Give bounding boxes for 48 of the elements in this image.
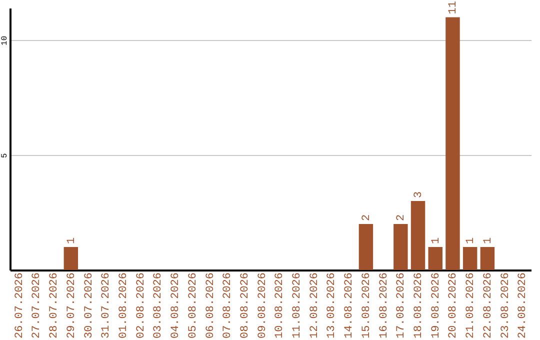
bar [394, 224, 408, 270]
x-tick-label: 17.08.2026 [396, 272, 408, 339]
data-label: 3 [413, 191, 426, 198]
x-tick-label: 03.08.2026 [152, 272, 165, 339]
x-tick-label: 07.08.2026 [222, 272, 234, 339]
x-tick-label: 09.08.2026 [256, 272, 269, 339]
y-tick-label: 10 [0, 36, 10, 46]
x-tick-label: 27.07.2026 [31, 272, 44, 339]
bar [358, 224, 374, 270]
x-tick-label: 31.07.2026 [100, 272, 113, 339]
bar [410, 201, 426, 270]
x-tick-label: 28.07.2026 [48, 272, 61, 339]
data-label: 2 [360, 214, 373, 222]
bar [446, 17, 460, 270]
x-tick-label: 10.08.2026 [274, 272, 286, 339]
x-tick-label: 05.08.2026 [187, 272, 200, 339]
x-tick-label: 14.08.2026 [344, 272, 356, 339]
x-tick-label: 16.08.2026 [378, 272, 390, 339]
data-label: 1 [430, 237, 442, 244]
bar [462, 247, 478, 270]
x-tick-label: 04.08.2026 [170, 272, 182, 339]
data-label: 1 [465, 237, 478, 244]
x-tick-label: 23.08.2026 [500, 272, 512, 339]
data-label: 11 [448, 0, 460, 14]
bar [64, 247, 78, 270]
x-tick-label: 15.08.2026 [360, 272, 373, 339]
x-tick-label: 01.08.2026 [118, 272, 130, 339]
x-tick-label: 29.07.2026 [66, 272, 78, 339]
x-tick-label: 21.08.2026 [465, 272, 478, 339]
x-tick-label: 06.08.2026 [204, 272, 217, 339]
x-tick-label: 19.08.2026 [430, 272, 442, 339]
data-label: 1 [482, 237, 494, 244]
x-tick-label: 02.08.2026 [135, 272, 148, 339]
x-tick-label: 18.08.2026 [413, 272, 426, 339]
x-tick-label: 13.08.2026 [326, 272, 338, 339]
x-tick-label: 22.08.2026 [482, 272, 494, 339]
x-tick-label: 08.08.2026 [239, 272, 252, 339]
x-tick-label: 24.08.2026 [517, 272, 530, 339]
data-label: 2 [396, 214, 408, 222]
bar [480, 247, 495, 270]
x-tick-label: 12.08.2026 [308, 272, 321, 339]
data-label: 1 [66, 237, 78, 244]
bar [428, 247, 442, 270]
x-tick-label: 20.08.2026 [448, 272, 460, 339]
x-tick-label: 26.07.2026 [14, 272, 26, 339]
y-tick-label: 5 [0, 152, 10, 158]
x-tick-label: 11.08.2026 [292, 272, 304, 339]
x-tick-label: 30.07.2026 [83, 272, 96, 339]
